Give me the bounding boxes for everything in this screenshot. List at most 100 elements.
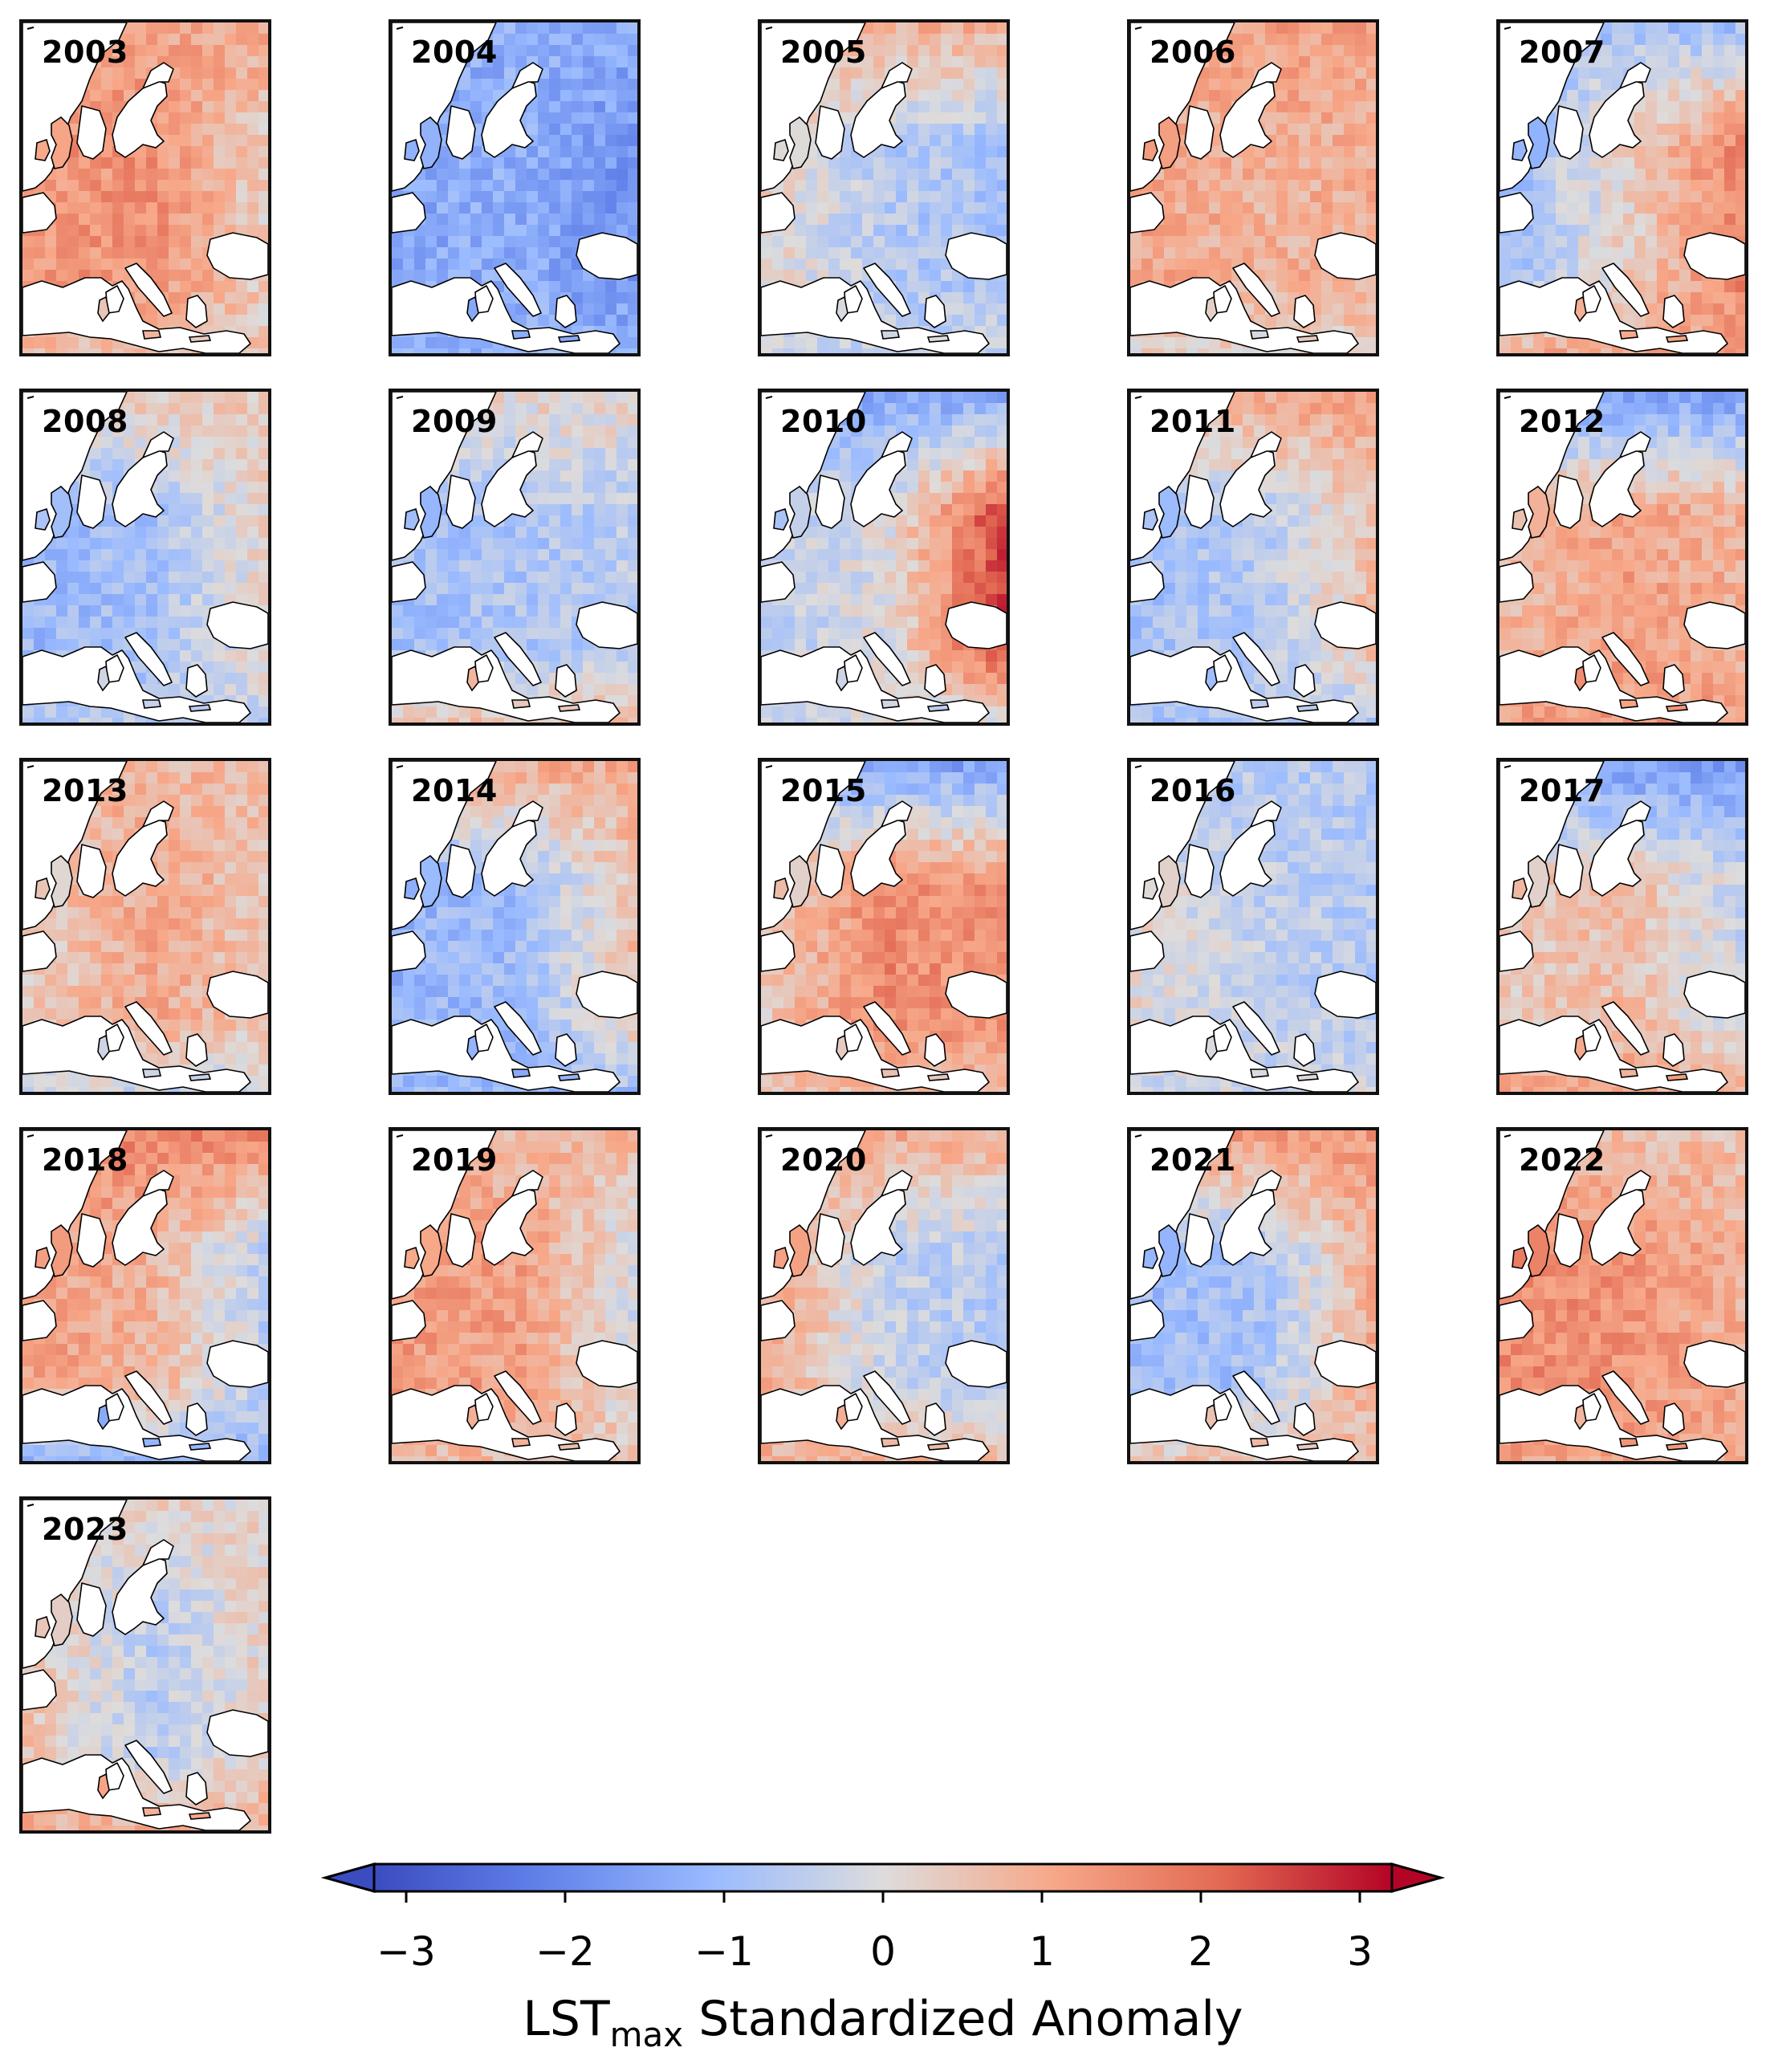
panel-year-label: 2009 <box>411 404 498 439</box>
colorbar-tick-label: 2 <box>1188 1928 1214 1975</box>
colorbar-tick-label: 3 <box>1347 1928 1373 1975</box>
anomaly-map <box>22 22 268 353</box>
map-panel: 2011 <box>1127 389 1379 726</box>
anomaly-map <box>761 392 1007 723</box>
anomaly-map <box>22 761 268 1092</box>
colorbar-label: LSTmax Standardized Anomaly <box>523 1991 1243 2054</box>
islands <box>404 854 581 1081</box>
map-panel: 2023 <box>19 1496 271 1834</box>
map-panel: 2012 <box>1496 389 1748 726</box>
panel-year-label: 2007 <box>1519 35 1605 70</box>
colorbar <box>321 1862 1445 1903</box>
anomaly-map <box>392 1130 637 1461</box>
anomaly-map <box>22 1500 268 1830</box>
panel-year-label: 2016 <box>1150 773 1236 808</box>
colorbar-tick-label: −2 <box>535 1928 595 1975</box>
sea-mask <box>1130 22 1376 353</box>
map-panel: 2015 <box>758 758 1010 1095</box>
anomaly-map <box>392 392 637 723</box>
anomaly-map <box>1499 761 1745 1092</box>
map-panel: 2013 <box>19 758 271 1095</box>
anomaly-map <box>761 1130 1007 1461</box>
panel-year-label: 2022 <box>1519 1142 1605 1178</box>
islands <box>1512 1223 1689 1451</box>
anomaly-map <box>392 22 637 353</box>
colorbar-tick-label: −3 <box>376 1928 436 1975</box>
map-panel: 2006 <box>1127 19 1379 356</box>
panel-year-label: 2021 <box>1150 1142 1236 1178</box>
anomaly-map <box>1130 1130 1376 1461</box>
panel-year-label: 2012 <box>1519 404 1605 439</box>
colorbar-extend-min <box>321 1862 376 1893</box>
map-panel: 2007 <box>1496 19 1748 356</box>
anomaly-map <box>392 761 637 1092</box>
anomaly-map <box>1130 392 1376 723</box>
panel-year-label: 2019 <box>411 1142 498 1178</box>
anomaly-map <box>1130 22 1376 353</box>
panel-year-label: 2008 <box>42 404 128 439</box>
anomaly-map <box>761 761 1007 1092</box>
islands <box>1512 854 1689 1081</box>
islands <box>1142 116 1320 343</box>
colorbar-tick-label: 0 <box>870 1928 896 1975</box>
colorbar-tick-label: 1 <box>1029 1928 1055 1975</box>
colorbar-extend-max <box>1390 1862 1445 1893</box>
map-panel: 2022 <box>1496 1127 1748 1464</box>
sea-mask <box>1499 392 1745 723</box>
anomaly-map <box>1499 22 1745 353</box>
panel-year-label: 2020 <box>780 1142 867 1178</box>
panel-year-label: 2005 <box>780 35 867 70</box>
colorbar-body <box>372 1862 1394 1893</box>
panel-year-label: 2013 <box>42 773 128 808</box>
islands <box>773 116 950 343</box>
map-panel: 2017 <box>1496 758 1748 1095</box>
islands <box>773 1223 950 1451</box>
panel-year-label: 2004 <box>411 35 498 70</box>
panel-year-label: 2018 <box>42 1142 128 1178</box>
colorbar-tick-label: −1 <box>694 1928 754 1975</box>
map-panel: 2014 <box>389 758 641 1095</box>
map-panel: 2008 <box>19 389 271 726</box>
islands <box>773 485 950 712</box>
islands <box>1512 485 1689 712</box>
panel-year-label: 2023 <box>42 1512 128 1547</box>
islands <box>35 485 212 712</box>
anomaly-map <box>1499 392 1745 723</box>
anomaly-map <box>761 22 1007 353</box>
anomaly-map <box>1499 1130 1745 1461</box>
panel-year-label: 2006 <box>1150 35 1236 70</box>
islands <box>1512 116 1689 343</box>
islands <box>1142 1223 1320 1451</box>
islands <box>1142 854 1320 1081</box>
map-panel: 2005 <box>758 19 1010 356</box>
islands <box>404 485 581 712</box>
islands <box>35 116 212 343</box>
islands <box>35 854 212 1081</box>
islands <box>773 854 950 1081</box>
panel-year-label: 2014 <box>411 773 498 808</box>
map-panel: 2003 <box>19 19 271 356</box>
anomaly-map <box>22 1130 268 1461</box>
sea-mask <box>1130 392 1376 723</box>
map-panel: 2019 <box>389 1127 641 1464</box>
map-panel: 2009 <box>389 389 641 726</box>
panel-year-label: 2011 <box>1150 404 1236 439</box>
panel-year-label: 2010 <box>780 404 867 439</box>
anomaly-map <box>1130 761 1376 1092</box>
map-panel: 2021 <box>1127 1127 1379 1464</box>
map-panel: 2018 <box>19 1127 271 1464</box>
islands <box>35 1593 212 1820</box>
islands <box>404 1223 581 1451</box>
panel-year-label: 2015 <box>780 773 867 808</box>
colorbar-ticks <box>405 1891 1361 1903</box>
sea-mask <box>1130 1130 1376 1461</box>
map-panel: 2016 <box>1127 758 1379 1095</box>
panel-year-label: 2017 <box>1519 773 1605 808</box>
anomaly-map <box>22 392 268 723</box>
panel-year-label: 2003 <box>42 35 128 70</box>
map-panel: 2020 <box>758 1127 1010 1464</box>
islands <box>404 116 581 343</box>
map-panel: 2004 <box>389 19 641 356</box>
map-panel: 2010 <box>758 389 1010 726</box>
